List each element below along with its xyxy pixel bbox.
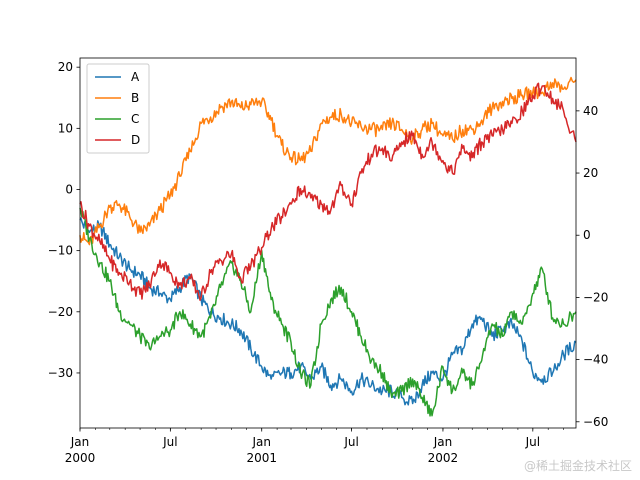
y-right-tick-label: −40 (583, 353, 608, 367)
x-tick-year-label: 2002 (428, 451, 459, 465)
watermark-text: @稀土掘金技术社区 (523, 459, 632, 473)
plot-frame (79, 57, 577, 429)
y-right-tick-label: −60 (583, 415, 608, 429)
legend-label-a: A (131, 70, 140, 84)
series-line-d (79, 82, 577, 301)
y-left-tick-label: 10 (58, 121, 73, 135)
series-layer (79, 76, 577, 417)
y-left-tick-label: −20 (48, 305, 73, 319)
y-left-tick-label: 20 (58, 60, 73, 74)
legend-label-b: B (131, 91, 139, 105)
y-right-tick-label: 0 (583, 228, 591, 242)
legend-label-d: D (131, 133, 140, 147)
x-tick-label: Jul (343, 435, 358, 449)
y-right-tick-label: 20 (583, 166, 598, 180)
legend-label-c: C (131, 112, 139, 126)
series-line-b (79, 76, 577, 246)
x-tick-label: Jul (525, 435, 540, 449)
x-tick-label: Jan (70, 435, 90, 449)
x-tick-label: Jan (433, 435, 453, 449)
y-right-tick-label: −20 (583, 290, 608, 304)
axes-layer: 20 10 0 −10 −20 −30 40 20 0 −20 −40 −60 Jan 2000 Jul Ja… (48, 57, 608, 465)
y-left-tick-label: −10 (48, 244, 73, 258)
x-tick-year-label: 2001 (246, 451, 277, 465)
y-left-tick-label: 0 (65, 182, 73, 196)
x-tick-year-label: 2000 (65, 451, 96, 465)
y-right-tick-label: 40 (583, 104, 598, 118)
y-left-tick-label: −30 (48, 366, 73, 380)
x-tick-label: Jul (162, 435, 177, 449)
x-tick-label: Jan (251, 435, 271, 449)
legend-box (86, 63, 150, 154)
series-line-c (79, 207, 577, 417)
